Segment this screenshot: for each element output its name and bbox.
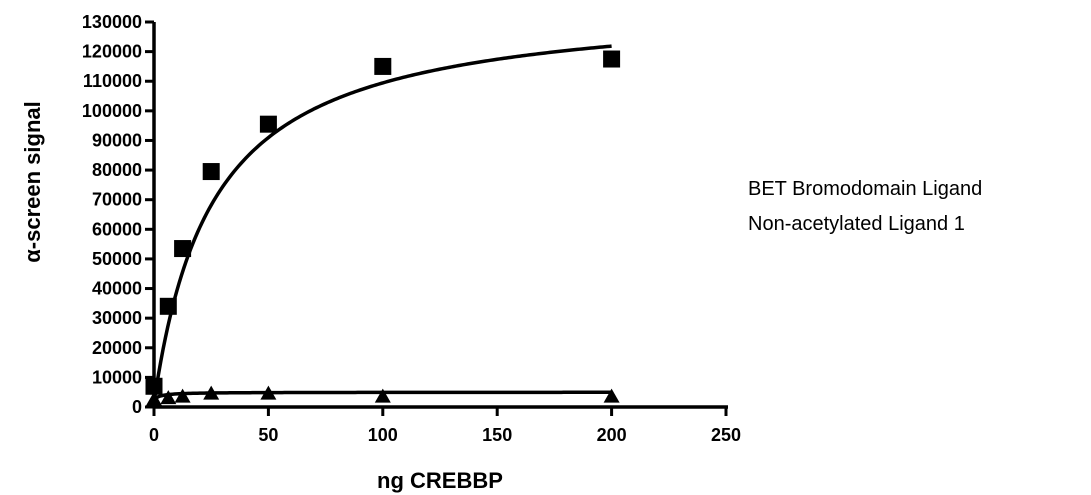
y-tick-label: 40000 [92,279,142,299]
data-point-triangle [146,391,162,406]
data-point-triangle [374,388,391,403]
x-tick-label: 0 [149,425,159,445]
data-point-square [202,163,220,181]
data-point-square [603,50,621,68]
legend-item-non-acetylated-ligand-1: Non-acetylated Ligand 1 [748,213,965,235]
x-tick-label: 200 [597,425,627,445]
x-tick-label: 250 [711,425,741,445]
data-point-triangle [160,390,177,405]
y-tick-label: 70000 [92,190,142,210]
y-tick-label: 100000 [82,101,142,121]
x-tick-label: 50 [258,425,278,445]
y-tick-label: 10000 [92,367,142,387]
plot-area [145,44,621,406]
y-tick-label: 120000 [82,42,142,62]
data-point-triangle [260,385,277,400]
axes: 0 50 100 150 200 250 0 10000 20000 30000 40000 5000… [82,12,741,445]
y-tick-label: 80000 [92,160,142,180]
data-point-triangle [174,388,191,403]
legend-item-bet-bromodomain-ligand: BET Bromodomain Ligand [748,178,982,200]
legend: BET Bromodomain Ligand Non-acetylated Li… [748,178,982,235]
data-point-square [145,377,163,395]
y-tick-label: 90000 [92,130,142,150]
y-tick-label: 0 [132,397,142,417]
y-tick-label: 20000 [92,338,142,358]
x-tick-label: 150 [482,425,512,445]
y-tick-label: 50000 [92,249,142,269]
data-point-square [259,115,277,133]
fit-curve-bet-bromodomain-ligand [152,44,612,403]
y-tick-label: 30000 [92,308,142,328]
data-point-triangle [203,385,220,400]
data-point-square [174,240,192,258]
data-point-triangle [603,388,620,403]
y-tick-label: 110000 [83,71,142,91]
y-tick-label: 60000 [92,219,142,239]
data-point-square [374,57,392,75]
y-axis-title: α-screen signal [20,101,45,262]
x-tick-label: 100 [368,425,398,445]
y-tick-label: 130000 [82,12,142,32]
x-axis-title: ng CREBBP [377,468,503,493]
data-point-square [159,297,177,315]
